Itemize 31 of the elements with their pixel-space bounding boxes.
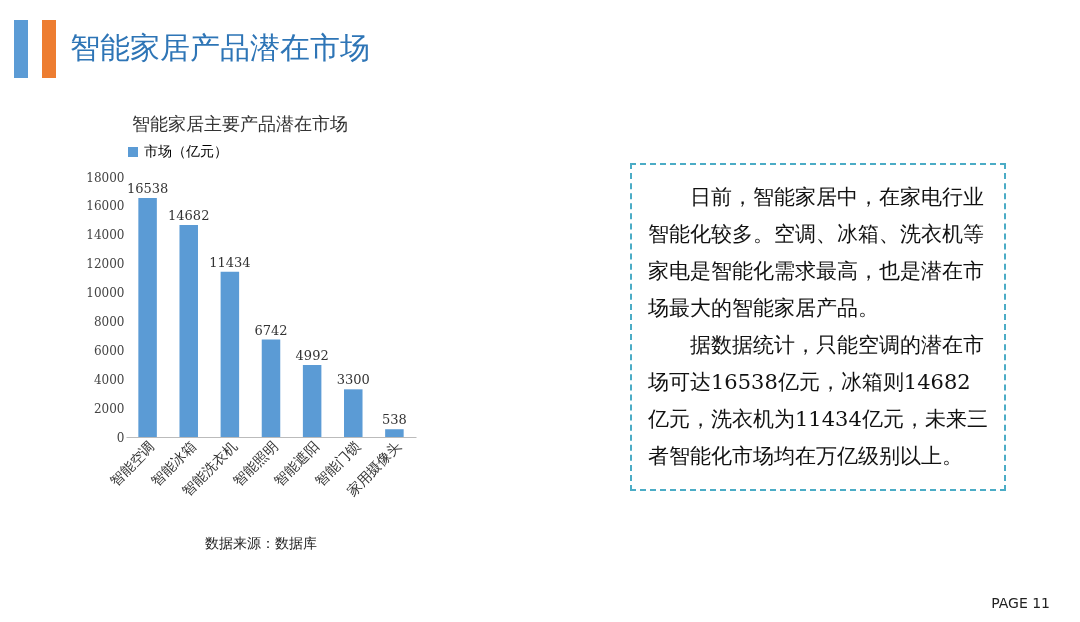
data-label: 4992: [295, 347, 329, 363]
text: 日前，智能家居中，在家电行业智能化较多。空调、冰箱、洗衣机等家电是智能化需求最高，也是潜在市场最大的智能家居产品。: [648, 184, 985, 322]
data-label: 14682: [168, 207, 210, 223]
data-label: 6742: [254, 322, 288, 338]
bar: [220, 271, 240, 437]
chart-subtitle: 智能家居主要产品潜在市场: [131, 112, 349, 136]
bar: [385, 429, 404, 437]
y-tick-label: 6000: [93, 343, 125, 358]
data-label: 3300: [336, 372, 370, 388]
y-tick-label: 14000: [86, 228, 125, 243]
legend-label: 市场（亿元）: [144, 143, 228, 159]
bar: [261, 339, 281, 437]
data-label: 16538: [126, 181, 169, 197]
chart-title: 智能家居产品潜在市场: [70, 29, 370, 67]
y-tick-label: 18000: [86, 170, 125, 185]
data-label: 538: [381, 412, 407, 428]
text: PAGE 11: [991, 595, 1050, 611]
y-tick-label: 10000: [86, 286, 125, 301]
y-tick-label: 12000: [86, 257, 125, 272]
y-tick-label: 0: [116, 430, 125, 445]
source-note: 数据来源：数据库: [205, 535, 317, 553]
text: 据数据统计，只能空调的潜在市场可达16538亿元，冰箱则14682亿元，洗衣机为11434亿元，未来三者智能化市场均在万亿级别以上。: [648, 332, 988, 470]
y-tick-label: 16000: [86, 199, 125, 214]
bar: [138, 198, 157, 437]
y-tick-label: 8000: [93, 314, 125, 329]
data-label: 11434: [209, 254, 251, 270]
y-tick-label: 2000: [93, 401, 125, 416]
bar: [179, 224, 198, 437]
bar: [302, 364, 322, 437]
bar: [344, 389, 363, 437]
y-tick-label: 4000: [93, 372, 125, 387]
